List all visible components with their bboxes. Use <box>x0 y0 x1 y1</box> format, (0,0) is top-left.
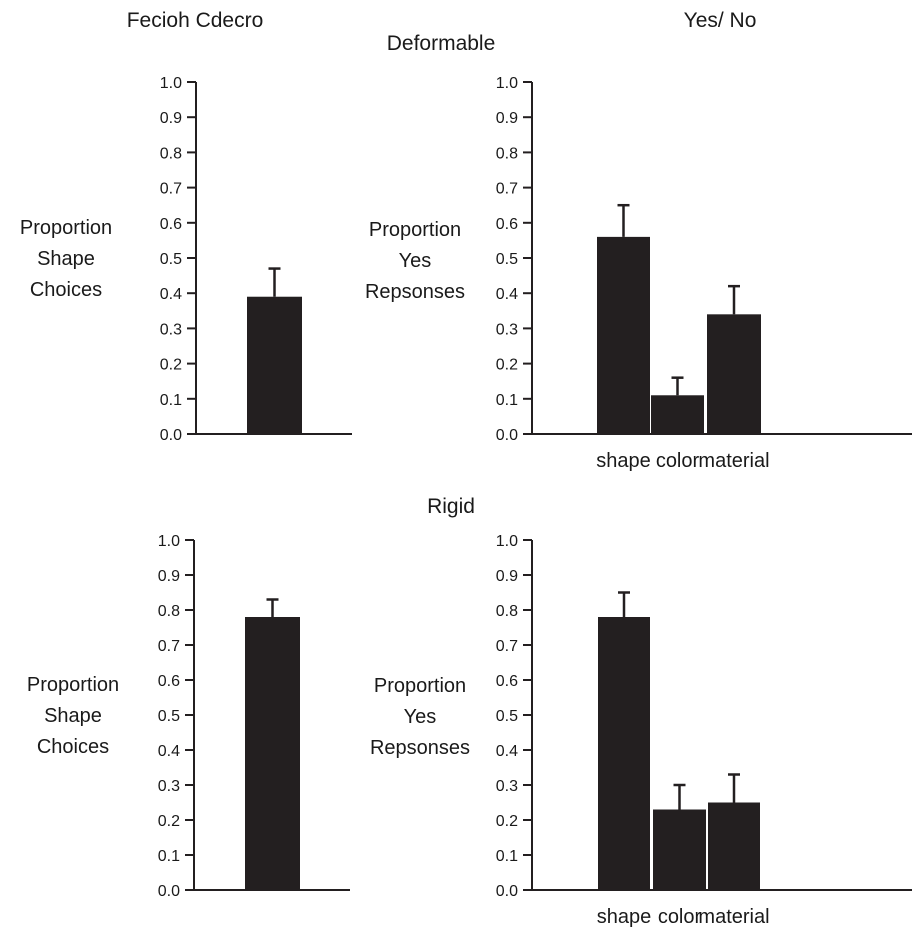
y-tick-label: 0.0 <box>158 883 180 900</box>
bar-color <box>653 809 706 890</box>
chart-top-left: 0.0 0.1 0.2 0.3 0.4 0.5 0.6 0.7 0.8 0.9 1.0 Proport… <box>20 75 352 444</box>
y-axis-label-line: Repsonses <box>365 281 465 303</box>
bar-value <box>245 617 300 890</box>
y-axis-label-line: Proportion <box>374 675 466 697</box>
y-tick-label: 1.0 <box>160 75 182 92</box>
y-tick-label: 1.0 <box>496 75 518 92</box>
chart-bottom-right: 0.0 0.1 0.2 0.3 0.4 0.5 0.6 0.7 0.8 0.9 1.0 Proport… <box>370 533 912 928</box>
y-tick-label: 0.7 <box>496 181 518 198</box>
y-axis-label-line: Shape <box>44 705 102 727</box>
bar-color <box>651 395 704 434</box>
row-header-top: Deformable <box>387 32 496 55</box>
y-tick-label: 0.4 <box>158 743 180 760</box>
y-tick-label: 0.6 <box>158 673 180 690</box>
y-axis-label-line: Yes <box>404 706 437 728</box>
y-axis-label-line: Choices <box>30 279 102 301</box>
column-header-right: Yes/ No <box>684 9 757 32</box>
y-tick-label: 0.1 <box>158 848 180 865</box>
y-tick-label: 0.2 <box>496 813 518 830</box>
y-tick-label: 0.5 <box>496 251 518 268</box>
chart-bottom-left: 0.0 0.1 0.2 0.3 0.4 0.5 0.6 0.7 0.8 0.9 1.0 Proport… <box>27 533 350 900</box>
y-tick-label: 0.3 <box>160 321 182 338</box>
y-tick-label: 0.0 <box>496 427 518 444</box>
x-category-label: color <box>656 450 700 472</box>
y-tick-label: 0.8 <box>158 603 180 620</box>
column-header-left: Fecioh Cdecro <box>127 9 264 32</box>
x-category-label: color <box>658 906 702 928</box>
y-tick-label: 1.0 <box>158 533 180 550</box>
row-header-bottom: Rigid <box>427 495 475 518</box>
y-axis-label-line: Proportion <box>27 674 119 696</box>
chart-top-right: 0.0 0.1 0.2 0.3 0.4 0.5 0.6 0.7 0.8 0.9 1.0 Proport… <box>365 75 912 472</box>
y-tick-label: 0.7 <box>160 181 182 198</box>
y-tick-label: 0.9 <box>160 110 182 127</box>
y-axis-label-line: Proportion <box>20 217 112 239</box>
y-tick-label: 1.0 <box>496 533 518 550</box>
bar-shape <box>597 236 650 434</box>
y-tick-label: 0.9 <box>158 568 180 585</box>
y-axis-label-line: Repsonses <box>370 737 470 759</box>
y-tick-label: 0.6 <box>496 216 518 233</box>
bar-shape <box>598 617 650 890</box>
y-tick-label: 0.8 <box>496 145 518 162</box>
y-tick-label: 0.0 <box>160 427 182 444</box>
bar-material <box>707 314 761 434</box>
y-axis-label-line: Choices <box>37 736 109 758</box>
y-tick-label: 0.9 <box>496 110 518 127</box>
y-axis-label-line: Yes <box>399 250 432 272</box>
y-tick-label: 0.4 <box>160 286 182 303</box>
y-tick-label: 0.7 <box>496 638 518 655</box>
x-category-label: shape <box>596 450 651 472</box>
y-tick-label: 0.3 <box>496 321 518 338</box>
y-tick-label: 0.7 <box>158 638 180 655</box>
x-category-label: shape <box>597 906 652 928</box>
y-tick-label: 0.6 <box>160 216 182 233</box>
y-tick-label: 0.3 <box>496 778 518 795</box>
y-tick-label: 0.1 <box>496 848 518 865</box>
y-tick-label: 0.2 <box>158 813 180 830</box>
y-tick-label: 0.9 <box>496 568 518 585</box>
y-axis-label-line: Shape <box>37 248 95 270</box>
y-axis-label-line: Proportion <box>369 219 461 241</box>
chart-panels: 0.0 0.1 0.2 0.3 0.4 0.5 0.6 0.7 0.8 0.9 1.0 Proport… <box>20 75 912 928</box>
y-tick-label: 0.3 <box>158 778 180 795</box>
y-tick-label: 0.5 <box>496 708 518 725</box>
y-tick-label: 0.6 <box>496 673 518 690</box>
y-tick-label: 0.5 <box>158 708 180 725</box>
y-tick-label: 0.2 <box>496 357 518 374</box>
x-category-label: material <box>698 906 769 928</box>
y-tick-label: 0.2 <box>160 357 182 374</box>
bar-material <box>708 802 760 890</box>
x-category-label: material <box>698 450 769 472</box>
y-tick-label: 0.8 <box>160 145 182 162</box>
y-tick-label: 0.5 <box>160 251 182 268</box>
y-tick-label: 0.8 <box>496 603 518 620</box>
y-tick-label: 0.4 <box>496 743 518 760</box>
y-tick-label: 0.1 <box>160 392 182 409</box>
bar-value <box>247 296 302 434</box>
y-tick-label: 0.1 <box>496 392 518 409</box>
y-tick-label: 0.0 <box>496 883 518 900</box>
y-tick-label: 0.4 <box>496 286 518 303</box>
